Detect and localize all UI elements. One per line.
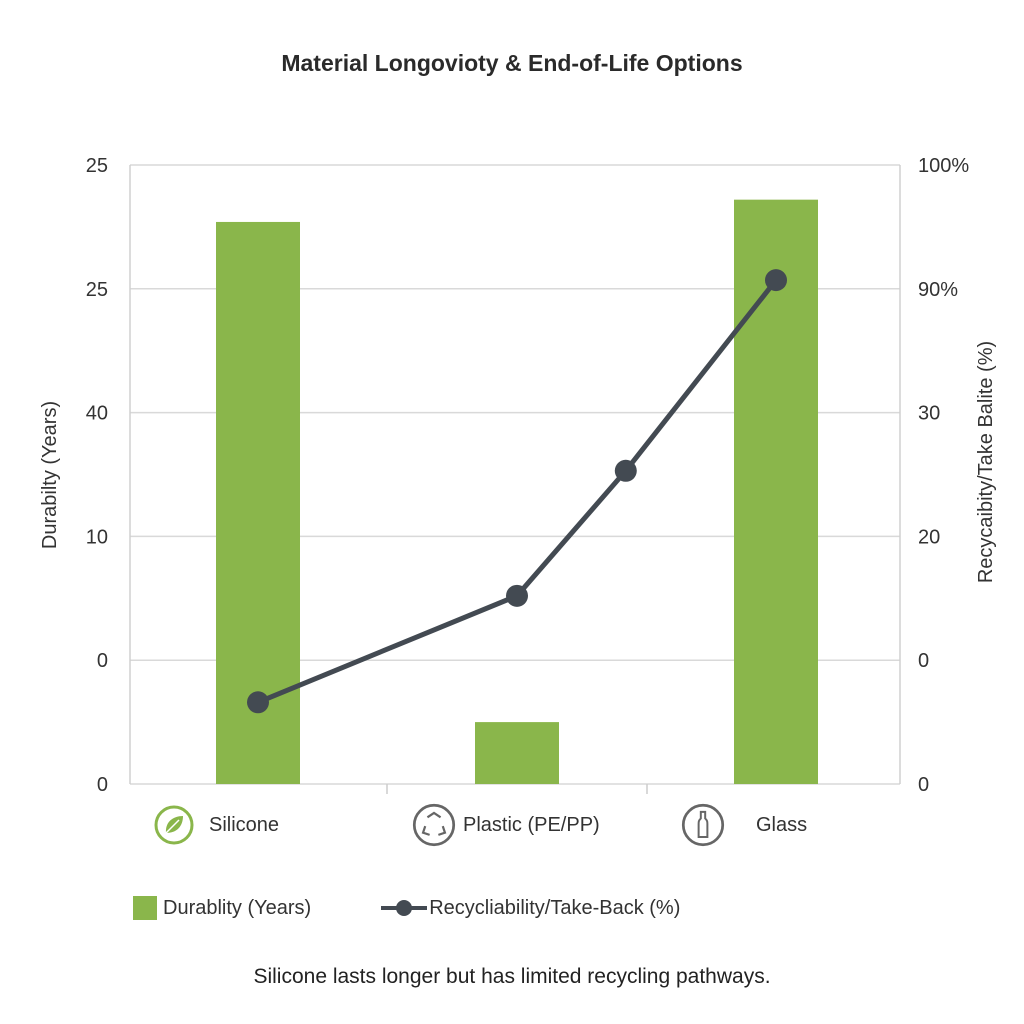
leaf-icon bbox=[154, 805, 194, 845]
y-tick-label: 0 bbox=[97, 774, 108, 796]
bottle-icon bbox=[681, 803, 725, 847]
y2-tick-label: 20 bbox=[918, 526, 940, 548]
y2-axis-label: Recycaibity/Take Balite (%) bbox=[975, 341, 997, 583]
bar-glass bbox=[734, 199, 818, 784]
category-plastic: Plastic (PE/PP) bbox=[411, 803, 600, 847]
category-label: Glass bbox=[756, 813, 808, 836]
category-label: Plastic (PE/PP) bbox=[463, 813, 600, 836]
y-tick-label: 10 bbox=[86, 526, 108, 548]
chart-caption: Silicone lasts longer but has limited re… bbox=[253, 965, 771, 988]
recyclability-point bbox=[506, 584, 528, 607]
y-tick-label: 0 bbox=[97, 650, 108, 672]
y-tick-label: 25 bbox=[86, 155, 108, 177]
category-silicone: Silicone bbox=[153, 803, 279, 847]
y-axis-label: Durabilty (Years) bbox=[39, 401, 61, 549]
y2-tick-label: 90% bbox=[918, 279, 958, 301]
recyclability-point bbox=[614, 459, 637, 482]
y2-tick-label: 0 bbox=[918, 774, 929, 796]
recyclability-point bbox=[247, 691, 269, 714]
category-glass: Glass bbox=[680, 803, 807, 847]
y-tick-label: 25 bbox=[86, 279, 108, 301]
y2-tick-label: 0 bbox=[918, 650, 929, 672]
chart-title: Material Longovioty & End-of-Life Option… bbox=[281, 50, 743, 76]
legend: Durablity (Years) Recycliability/Take-Ba… bbox=[133, 896, 750, 920]
legend-label: Recycliability/Take-Back (%) bbox=[429, 896, 681, 919]
legend-label: Durablity (Years) bbox=[163, 896, 312, 919]
legend-item-recyclability: Recycliability/Take-Back (%) bbox=[381, 897, 680, 920]
legend-item-durability: Durablity (Years) bbox=[133, 896, 311, 920]
legend-swatch-bar bbox=[133, 896, 157, 920]
recyclability-line bbox=[257, 278, 778, 705]
legend-line-marker-icon bbox=[381, 900, 428, 916]
recyclability-point bbox=[765, 269, 787, 292]
recycle-icon bbox=[412, 803, 456, 847]
y2-tick-label: 100% bbox=[918, 155, 969, 177]
category-label: Silicone bbox=[209, 813, 280, 836]
y2-tick-label: 30 bbox=[918, 403, 940, 425]
y-tick-label: 40 bbox=[86, 403, 108, 425]
bar-plastic-pe-pp- bbox=[475, 722, 559, 784]
